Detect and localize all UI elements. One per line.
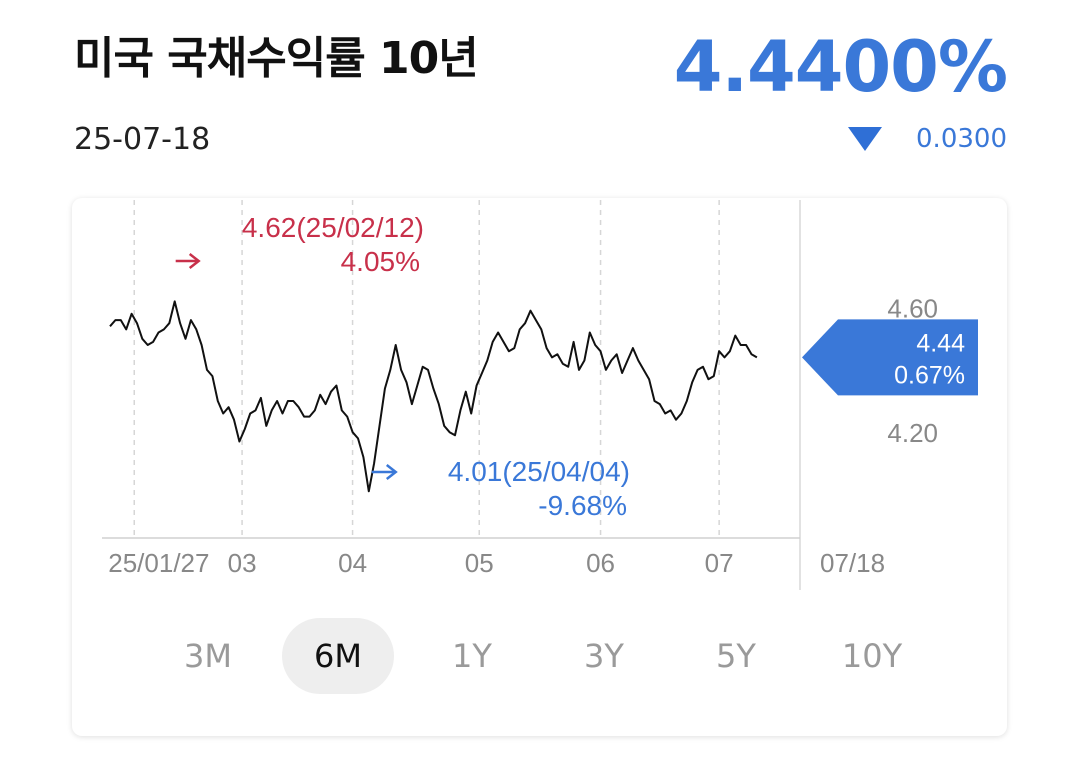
period-tab-6m[interactable]: 6M [282, 618, 394, 694]
period-tab-5y[interactable]: 5Y [716, 637, 756, 675]
high-arrow-head [188, 253, 201, 269]
x-tick-label: 04 [338, 548, 367, 578]
price-line [109, 300, 758, 493]
x-tick-label: 07/18 [820, 548, 885, 578]
period-tab-3y[interactable]: 3Y [584, 637, 624, 675]
price-change: 0.0300 [848, 124, 1007, 154]
y-tick-label: 4.20 [887, 418, 938, 448]
high-pct: 4.05% [341, 246, 420, 277]
x-tick-label: 05 [465, 548, 494, 578]
change-value: 0.0300 [916, 124, 1007, 154]
current-value-label: 4.44 [916, 329, 965, 357]
current-price: 4.4400% [673, 26, 1008, 108]
x-tick-label: 03 [228, 548, 257, 578]
x-tick-label: 06 [586, 548, 615, 578]
y-tick-label: 4.60 [887, 294, 938, 324]
x-tick-label: 07 [705, 548, 734, 578]
low-arrow-head [385, 464, 398, 480]
current-value-pct: 0.67% [894, 361, 965, 389]
current-value-tag [802, 319, 978, 396]
period-tab-3m[interactable]: 3M [184, 637, 232, 675]
line-chart[interactable]: 25/01/27 03 04 05 06 07 07/18 4.60 4.20 4.62(25/0… [72, 198, 1007, 598]
quote-date: 25-07-18 [74, 122, 211, 157]
x-tick-label: 25/01/27 [108, 548, 209, 578]
high-label: 4.62(25/02/12) [242, 212, 424, 243]
low-pct: -9.68% [538, 490, 627, 521]
period-selector: 3M 6M 1Y 3Y 5Y 10Y [72, 618, 1007, 694]
low-label: 4.01(25/04/04) [448, 456, 630, 487]
period-tab-10y[interactable]: 10Y [841, 637, 903, 675]
page-title: 미국 국채수익률 10년 [74, 33, 479, 84]
chart-card: 25/01/27 03 04 05 06 07 07/18 4.60 4.20 4.62(25/0… [72, 198, 1007, 736]
down-triangle-icon [848, 127, 883, 151]
period-tab-1y[interactable]: 1Y [452, 637, 492, 675]
